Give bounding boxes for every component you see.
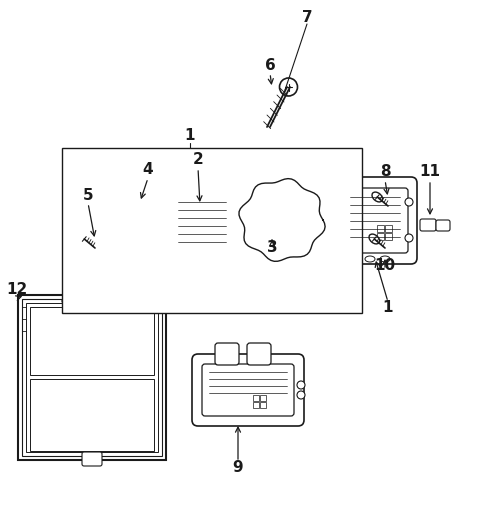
FancyBboxPatch shape (333, 177, 417, 264)
Bar (98, 208, 138, 248)
Ellipse shape (192, 261, 202, 267)
Ellipse shape (143, 220, 149, 226)
Bar (30, 379, 154, 451)
FancyBboxPatch shape (88, 198, 148, 258)
FancyBboxPatch shape (215, 343, 239, 365)
Ellipse shape (247, 180, 257, 188)
Ellipse shape (380, 256, 390, 262)
Bar (212, 238, 219, 245)
Text: 12: 12 (6, 283, 27, 298)
Ellipse shape (369, 234, 380, 244)
Text: 9: 9 (233, 461, 244, 475)
Bar (22, 299, 162, 456)
Ellipse shape (405, 198, 413, 206)
Ellipse shape (79, 234, 90, 244)
Text: 3: 3 (267, 241, 277, 255)
Bar (385, 233, 392, 240)
Text: 10: 10 (374, 258, 395, 272)
Ellipse shape (318, 208, 328, 216)
Ellipse shape (231, 239, 239, 247)
Ellipse shape (405, 234, 413, 242)
FancyBboxPatch shape (170, 193, 234, 258)
Bar (260, 402, 266, 408)
Bar (260, 395, 266, 401)
Ellipse shape (372, 192, 383, 202)
FancyBboxPatch shape (82, 452, 102, 466)
Ellipse shape (297, 381, 305, 389)
Ellipse shape (231, 203, 239, 211)
Bar (253, 402, 259, 408)
Bar (204, 238, 211, 245)
Ellipse shape (297, 391, 305, 399)
Ellipse shape (279, 78, 297, 96)
FancyBboxPatch shape (247, 343, 271, 365)
FancyBboxPatch shape (420, 219, 436, 231)
Text: 7: 7 (302, 10, 312, 26)
Bar (385, 225, 392, 232)
Ellipse shape (307, 178, 317, 186)
Text: 11: 11 (419, 164, 441, 179)
Text: 5: 5 (83, 188, 93, 203)
Bar (26, 303, 158, 452)
Text: 2: 2 (193, 153, 203, 168)
Bar (377, 233, 384, 240)
Bar (18, 295, 166, 460)
Text: 1: 1 (383, 301, 393, 316)
Ellipse shape (365, 256, 375, 262)
Ellipse shape (207, 261, 217, 267)
Bar (204, 230, 211, 237)
FancyBboxPatch shape (342, 188, 408, 253)
Bar (62, 148, 362, 313)
FancyBboxPatch shape (192, 354, 304, 426)
FancyBboxPatch shape (202, 364, 294, 416)
Bar (212, 230, 219, 237)
Bar (253, 395, 259, 401)
Bar (30, 307, 154, 375)
Ellipse shape (113, 253, 123, 259)
FancyBboxPatch shape (436, 220, 450, 231)
Bar (377, 225, 384, 232)
Ellipse shape (62, 297, 72, 305)
Text: 4: 4 (143, 162, 153, 177)
FancyBboxPatch shape (161, 182, 243, 269)
Bar (102, 212, 134, 244)
Text: 8: 8 (380, 164, 391, 179)
Ellipse shape (143, 230, 149, 236)
Text: 6: 6 (265, 58, 275, 72)
Text: 1: 1 (185, 128, 195, 143)
FancyBboxPatch shape (250, 185, 314, 255)
